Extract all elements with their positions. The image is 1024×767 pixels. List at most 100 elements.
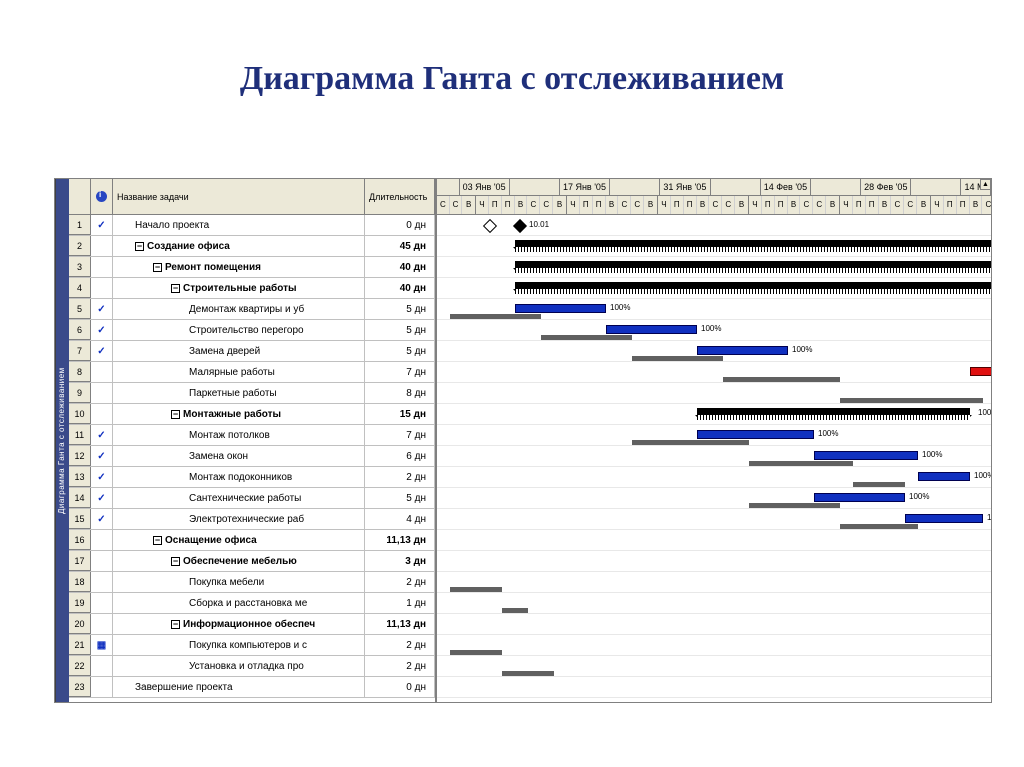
row-duration[interactable]: 1 дн xyxy=(365,593,435,613)
row-id[interactable]: 13 xyxy=(69,467,91,487)
row-id[interactable]: 10 xyxy=(69,404,91,424)
row-duration[interactable]: 6 дн xyxy=(365,446,435,466)
row-name[interactable]: −Ремонт помещения xyxy=(113,257,365,277)
row-name[interactable]: Сантехнические работы xyxy=(113,488,365,508)
col-header-id[interactable] xyxy=(69,179,91,214)
row-name[interactable]: Начало проекта xyxy=(113,215,365,235)
task-bar[interactable] xyxy=(814,451,918,460)
row-name[interactable]: −Информационное обеспеч xyxy=(113,614,365,634)
row-name[interactable]: Паркетные работы xyxy=(113,383,365,403)
task-row[interactable]: 20 −Информационное обеспеч11,13 дн xyxy=(69,614,435,635)
row-id[interactable]: 12 xyxy=(69,446,91,466)
row-duration[interactable]: 5 дн xyxy=(365,320,435,340)
row-id[interactable]: 22 xyxy=(69,656,91,676)
col-header-name[interactable]: Название задачи xyxy=(113,179,365,214)
row-duration[interactable]: 11,13 дн xyxy=(365,614,435,634)
row-id[interactable]: 8 xyxy=(69,362,91,382)
row-duration[interactable]: 40 дн xyxy=(365,257,435,277)
outline-toggle-icon[interactable]: − xyxy=(153,536,162,545)
row-id[interactable]: 7 xyxy=(69,341,91,361)
row-name[interactable]: Сборка и расстановка ме xyxy=(113,593,365,613)
gantt-chart-body[interactable]: 10.0180%63%100%100%100%57%0%100%100%100%… xyxy=(437,215,991,698)
row-duration[interactable]: 15 дн xyxy=(365,404,435,424)
task-bar[interactable] xyxy=(970,367,991,376)
task-row[interactable]: 17 −Обеспечение мебелью3 дн xyxy=(69,551,435,572)
task-bar[interactable] xyxy=(918,472,970,481)
row-name[interactable]: Замена дверей xyxy=(113,341,365,361)
task-row[interactable]: 10−Монтажные работы15 дн xyxy=(69,404,435,425)
row-id[interactable]: 1 xyxy=(69,215,91,235)
task-row[interactable]: 9Паркетные работы8 дн xyxy=(69,383,435,404)
row-id[interactable]: 20 xyxy=(69,614,91,634)
row-duration[interactable]: 2 дн xyxy=(365,467,435,487)
outline-toggle-icon[interactable]: − xyxy=(171,557,180,566)
row-duration[interactable]: 4 дн xyxy=(365,509,435,529)
row-duration[interactable]: 11,13 дн xyxy=(365,530,435,550)
task-row[interactable]: 14✓Сантехнические работы5 дн xyxy=(69,488,435,509)
row-duration[interactable]: 5 дн xyxy=(365,341,435,361)
row-duration[interactable]: 8 дн xyxy=(365,383,435,403)
row-id[interactable]: 19 xyxy=(69,593,91,613)
row-id[interactable]: 11 xyxy=(69,425,91,445)
task-row[interactable]: 1✓Начало проекта0 дн xyxy=(69,215,435,236)
task-bar[interactable] xyxy=(697,430,814,439)
task-row[interactable]: 16−Оснащение офиса11,13 дн xyxy=(69,530,435,551)
task-row[interactable]: 11✓Монтаж потолков7 дн xyxy=(69,425,435,446)
row-name[interactable]: Покупка мебели xyxy=(113,572,365,592)
row-id[interactable]: 6 xyxy=(69,320,91,340)
row-name[interactable]: −Обеспечение мебелью xyxy=(113,551,365,571)
row-id[interactable]: 17 xyxy=(69,551,91,571)
row-id[interactable]: 3 xyxy=(69,257,91,277)
row-duration[interactable]: 2 дн xyxy=(365,656,435,676)
row-name[interactable]: Установка и отладка про xyxy=(113,656,365,676)
outline-toggle-icon[interactable]: − xyxy=(153,263,162,272)
task-bar[interactable] xyxy=(606,325,697,334)
row-name[interactable]: −Создание офиса xyxy=(113,236,365,256)
outline-toggle-icon[interactable]: − xyxy=(171,620,180,629)
row-name[interactable]: Монтаж потолков xyxy=(113,425,365,445)
task-row[interactable]: 6✓Строительство перегоро5 дн xyxy=(69,320,435,341)
row-name[interactable]: −Оснащение офиса xyxy=(113,530,365,550)
task-row[interactable]: 19 Сборка и расстановка ме1 дн xyxy=(69,593,435,614)
task-row[interactable]: 3 −Ремонт помещения40 дн xyxy=(69,257,435,278)
task-bar[interactable] xyxy=(515,304,606,313)
row-duration[interactable]: 40 дн xyxy=(365,278,435,298)
row-duration[interactable]: 7 дн xyxy=(365,425,435,445)
milestone-marker[interactable] xyxy=(513,219,527,233)
row-duration[interactable]: 3 дн xyxy=(365,551,435,571)
row-duration[interactable]: 5 дн xyxy=(365,299,435,319)
scroll-up-icon[interactable]: ▲ xyxy=(980,179,991,190)
row-id[interactable]: 2 xyxy=(69,236,91,256)
row-id[interactable]: 23 xyxy=(69,677,91,697)
row-id[interactable]: 18 xyxy=(69,572,91,592)
row-name[interactable]: Замена окон xyxy=(113,446,365,466)
outline-toggle-icon[interactable]: − xyxy=(171,410,180,419)
task-row[interactable]: 23 Завершение проекта0 дн xyxy=(69,677,435,698)
task-row[interactable]: 12✓Замена окон6 дн xyxy=(69,446,435,467)
task-row[interactable]: 15✓Электротехнические раб4 дн xyxy=(69,509,435,530)
row-name[interactable]: Монтаж подоконников xyxy=(113,467,365,487)
task-row[interactable]: 8Малярные работы7 дн xyxy=(69,362,435,383)
col-header-indicators[interactable] xyxy=(91,179,113,214)
gantt-chart-panel[interactable]: ▲ 03 Янв '0517 Янв '0531 Янв '0514 Фев '… xyxy=(437,179,991,702)
row-duration[interactable]: 2 дн xyxy=(365,572,435,592)
row-id[interactable]: 21 xyxy=(69,635,91,655)
row-id[interactable]: 4 xyxy=(69,278,91,298)
task-row[interactable]: 18 Покупка мебели2 дн xyxy=(69,572,435,593)
row-duration[interactable]: 0 дн xyxy=(365,215,435,235)
row-duration[interactable]: 2 дн xyxy=(365,635,435,655)
row-name[interactable]: Завершение проекта xyxy=(113,677,365,697)
task-row[interactable]: 2−Создание офиса45 дн xyxy=(69,236,435,257)
row-name[interactable]: Демонтаж квартиры и уб xyxy=(113,299,365,319)
row-name[interactable]: Покупка компьютеров и с xyxy=(113,635,365,655)
outline-toggle-icon[interactable]: − xyxy=(135,242,144,251)
task-row[interactable]: 13✓Монтаж подоконников2 дн xyxy=(69,467,435,488)
task-row[interactable]: 4−Строительные работы40 дн xyxy=(69,278,435,299)
outline-toggle-icon[interactable]: − xyxy=(171,284,180,293)
task-row[interactable]: 5✓Демонтаж квартиры и уб5 дн xyxy=(69,299,435,320)
task-row[interactable]: 22 Установка и отладка про2 дн xyxy=(69,656,435,677)
row-duration[interactable]: 5 дн xyxy=(365,488,435,508)
row-duration[interactable]: 0 дн xyxy=(365,677,435,697)
col-header-duration[interactable]: Длительность xyxy=(365,179,435,214)
task-bar[interactable] xyxy=(905,514,983,523)
